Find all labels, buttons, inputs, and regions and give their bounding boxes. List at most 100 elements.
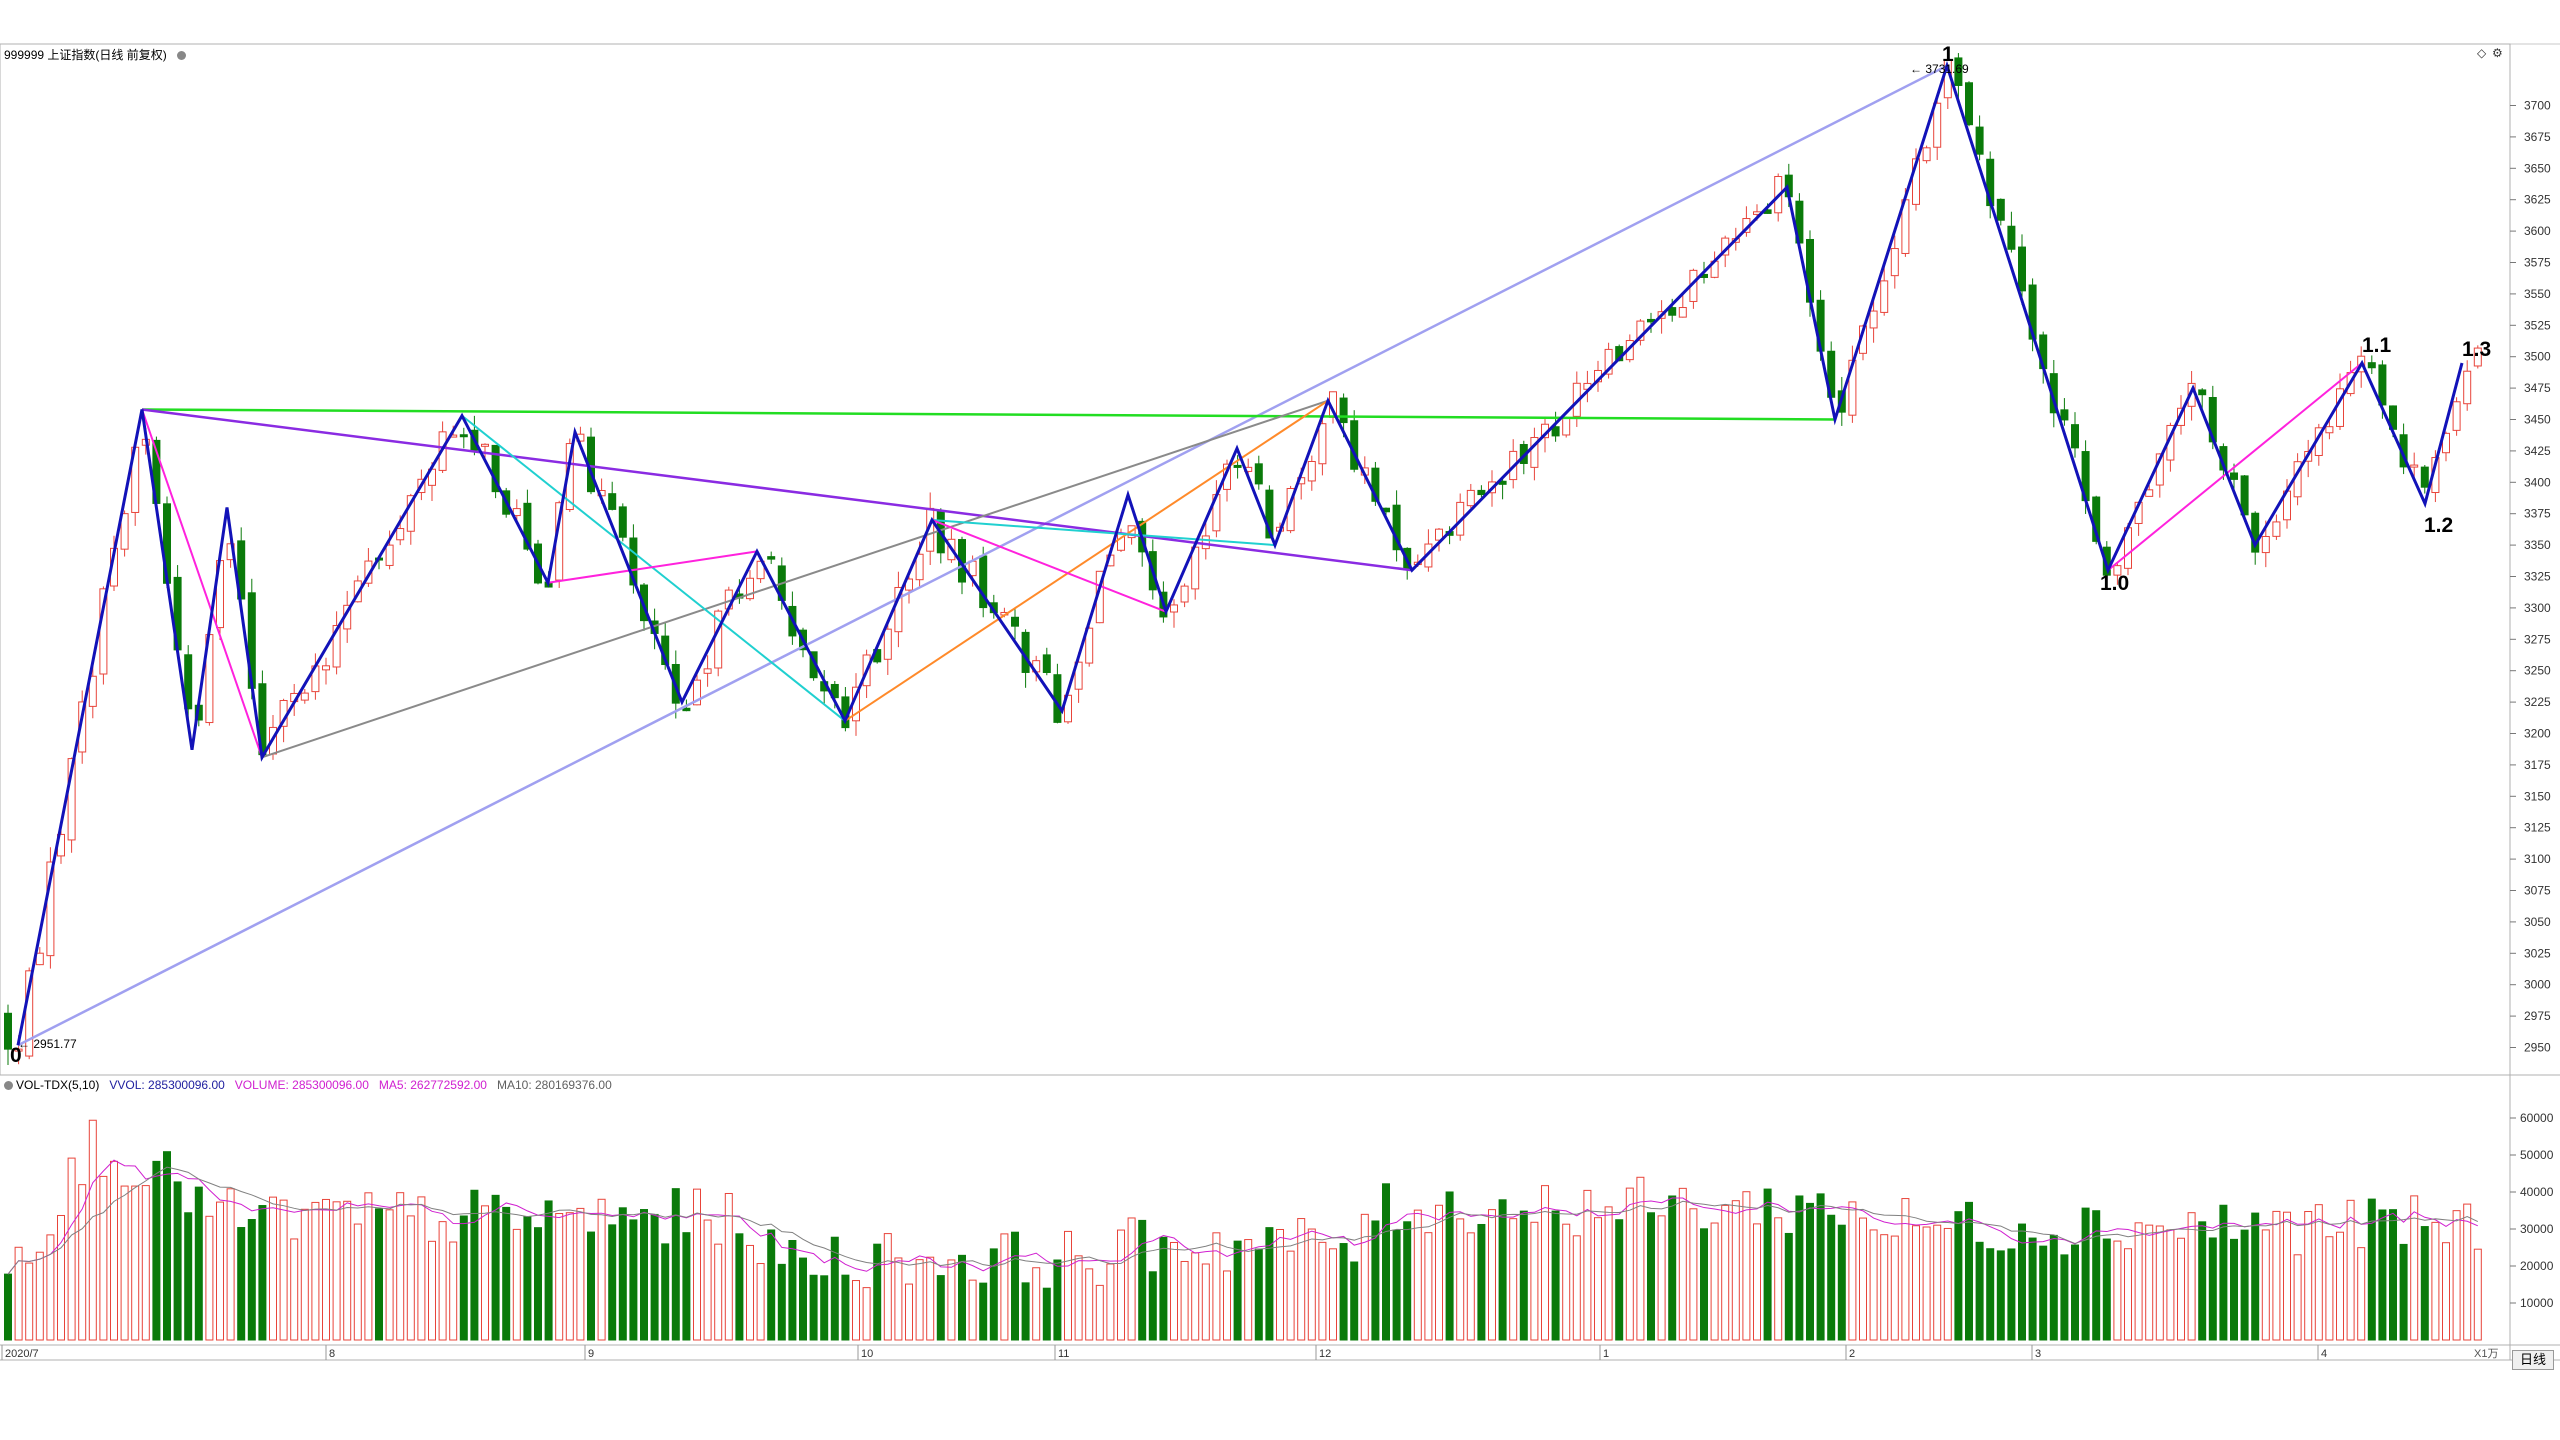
- volume-bar: [1763, 1188, 1772, 1341]
- volume-bar: [247, 1219, 256, 1341]
- volume-bar: [1933, 1224, 1942, 1341]
- price-tick-label: 3400: [2524, 475, 2551, 489]
- candle-body: [2060, 409, 2069, 421]
- candle-body: [2071, 424, 2079, 449]
- candle-body: [1996, 198, 2005, 221]
- price-tick-label: 3550: [2524, 287, 2551, 301]
- candle-body: [1551, 426, 1560, 437]
- candle-body: [332, 625, 341, 668]
- volume-bar: [1657, 1215, 1666, 1341]
- volume-bar: [131, 1185, 140, 1341]
- volume-tick-label: 30000: [2520, 1222, 2554, 1236]
- volume-bar: [1901, 1198, 1910, 1341]
- price-tick-label: 2975: [2524, 1009, 2551, 1023]
- volume-bar: [1360, 1213, 1369, 1341]
- volume-bar: [2410, 1195, 2419, 1341]
- candle-body: [1085, 627, 1094, 664]
- candle-body: [1466, 489, 1475, 507]
- volume-bar: [1848, 1201, 1857, 1341]
- time-tick-label: 11: [1058, 1348, 1069, 1360]
- volume-tick-label: 50000: [2520, 1148, 2554, 1162]
- volume-bar: [1721, 1204, 1730, 1341]
- volume-bar: [2219, 1204, 2228, 1341]
- volume-bar: [1731, 1200, 1740, 1341]
- volume-bar: [2272, 1210, 2281, 1341]
- volume-bar: [311, 1201, 320, 1341]
- candle-body: [2463, 370, 2472, 405]
- gear-icon[interactable]: [4, 1081, 13, 1091]
- candle-body: [883, 628, 892, 660]
- volume-bar: [2018, 1223, 2026, 1341]
- volume-header: VOL-TDX(5,10) VVOL: 285300096.00 VOLUME: 2…: [4, 1078, 622, 1092]
- volume-bar: [1509, 1218, 1518, 1341]
- volume-bar: [491, 1194, 500, 1341]
- volume-bar: [258, 1205, 267, 1341]
- gear-icon[interactable]: ⚙: [2492, 46, 2503, 60]
- volume-bar: [1170, 1241, 1178, 1341]
- volume-bar: [947, 1259, 956, 1341]
- candle-body: [1265, 489, 1274, 539]
- volume-bar: [1615, 1219, 1624, 1341]
- volume-series: [4, 1119, 2482, 1341]
- volume-bar: [989, 1248, 998, 1341]
- volume-bar: [1975, 1241, 1984, 1341]
- volume-bar: [1922, 1226, 1931, 1341]
- volume-bar: [1329, 1248, 1337, 1341]
- gear-icon[interactable]: [176, 51, 186, 61]
- candle-body: [2410, 464, 2419, 468]
- volume-bar: [163, 1151, 171, 1341]
- price-tick-label: 3350: [2524, 538, 2551, 552]
- price-tick-label: 3000: [2524, 978, 2551, 992]
- volume-bar: [1965, 1201, 1973, 1341]
- volume-bar: [25, 1262, 34, 1341]
- volume-bar: [1148, 1271, 1157, 1341]
- time-tick-label: 10: [861, 1348, 873, 1360]
- volume-bar: [470, 1189, 479, 1341]
- volume-bar: [205, 1215, 214, 1341]
- price-tick-label: 3525: [2524, 318, 2551, 332]
- candle-body: [184, 654, 193, 710]
- volume-bar: [788, 1239, 797, 1341]
- volume-bar: [353, 1223, 362, 1341]
- volume-bar: [173, 1181, 182, 1341]
- volume-bar: [2314, 1204, 2323, 1341]
- diamond-icon[interactable]: ◇: [2477, 46, 2487, 60]
- volume-bar: [597, 1198, 606, 1341]
- period-button[interactable]: 日线: [2512, 1350, 2554, 1370]
- volume-bar: [1784, 1232, 1793, 1341]
- volume-bar: [88, 1119, 97, 1341]
- volume-bar: [99, 1175, 108, 1341]
- candle-body: [2378, 364, 2387, 406]
- candle-body: [1254, 463, 1263, 485]
- volume-bar: [852, 1280, 860, 1341]
- candle-body: [481, 443, 489, 447]
- candle-body: [894, 586, 903, 633]
- volume-bar: [78, 1184, 87, 1341]
- volume-bar: [714, 1243, 723, 1341]
- volume-bar: [1286, 1250, 1295, 1341]
- volume-bar: [777, 1263, 786, 1341]
- candle-body: [1668, 307, 1677, 316]
- volume-bar: [396, 1192, 405, 1341]
- volume-bar: [1583, 1189, 1592, 1341]
- volume-bar: [2049, 1234, 2058, 1341]
- volume-bar: [2230, 1238, 2238, 1341]
- candle-body: [1954, 57, 1963, 86]
- volume-bar: [746, 1244, 754, 1341]
- time-tick-label: 1: [1603, 1348, 1609, 1360]
- volume-bar: [2092, 1210, 2101, 1341]
- candle-body: [406, 495, 415, 532]
- volume-bar: [1530, 1221, 1539, 1341]
- volume-bar: [449, 1241, 458, 1341]
- volume-bar: [502, 1206, 511, 1341]
- volume-bar: [2442, 1242, 2450, 1341]
- candle-body: [682, 707, 691, 712]
- volume-bar: [2357, 1247, 2366, 1341]
- candle-body: [1678, 307, 1687, 318]
- volume-bar: [57, 1214, 65, 1341]
- symbol-title: 999999 上证指数(日线 前复权): [4, 48, 167, 62]
- volume-bar: [2367, 1198, 2376, 1341]
- price-tick-label: 3075: [2524, 884, 2551, 898]
- zigzag-line: [16, 60, 2464, 1046]
